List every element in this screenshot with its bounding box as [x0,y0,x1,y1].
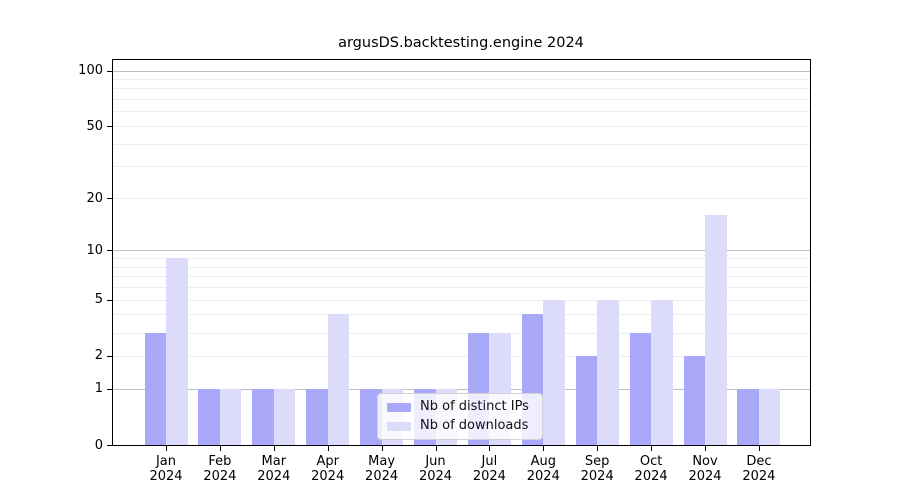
gridline-y-6 [113,287,810,289]
bar-aug-downloads [543,299,565,445]
bar-feb-distinct-ips [198,388,220,445]
bar-mar-distinct-ips [252,388,274,445]
bar-apr-downloads [327,314,350,445]
plot-area [112,59,811,446]
x-tick-may [381,446,383,451]
x-tick-jul [489,446,491,451]
x-tick-jan [166,446,167,451]
gridline-y-100 [113,70,810,72]
x-tick-label-may: May 2024 [365,454,399,484]
legend-swatch-downloads [387,421,411,431]
bar-jan-distinct-ips [144,332,166,445]
gridline-y-2 [113,355,810,357]
gridline-y-50 [113,126,810,127]
chart-title: argusDS.backtesting.engine 2024 [338,35,584,51]
x-tick-label-jul: Jul 2024 [472,454,506,484]
bar-sep-downloads [597,299,619,445]
legend-item-distinct-ips: Nb of distinct IPs [387,399,533,415]
gridline-y-4 [113,314,810,316]
bar-oct-distinct-ips [629,332,652,445]
x-tick-label-dec: Dec 2024 [742,454,776,484]
x-tick-label-apr: Apr 2024 [311,454,345,484]
legend: Nb of distinct IPs Nb of downloads [377,393,543,440]
x-tick-label-oct: Oct 2024 [634,454,668,484]
bar-oct-downloads [651,299,673,445]
bar-nov-distinct-ips [683,355,705,445]
x-tick-label-aug: Aug 2024 [526,454,560,484]
x-tick-apr [327,446,329,451]
gridline-y-5 [113,299,810,301]
gridline-y-7 [113,276,810,278]
x-tick-feb [219,446,221,451]
x-tick-oct [651,446,653,451]
gridline-y-20 [113,198,810,199]
gridline-y-60 [113,111,810,113]
y-tick-0 [107,445,112,446]
x-tick-mar [273,446,275,451]
x-tick-jun [435,446,437,451]
gridline-y-30 [113,166,810,168]
bar-dec-distinct-ips [737,388,759,445]
y-tick-20 [107,198,112,199]
x-tick-label-nov: Nov 2024 [688,454,722,484]
x-tick-label-feb: Feb 2024 [203,454,237,484]
y-tick-10 [107,250,112,252]
bar-may-distinct-ips [360,388,382,445]
y-tick-2 [107,355,112,357]
gridline-y-90 [113,79,810,80]
y-tick-100 [107,70,112,72]
bar-jan-downloads [166,258,188,445]
gridline-y-1 [113,388,810,390]
y-tick-label-5: 5 [94,292,103,308]
legend-swatch-distinct-ips [387,402,411,412]
bars-layer [113,60,810,445]
gridline-y-40 [113,143,810,145]
x-tick-label-jan: Jan 2024 [149,454,183,484]
y-tick-label-20: 20 [86,190,103,206]
x-tick-sep [597,446,599,451]
bar-dec-downloads [758,388,781,445]
y-tick-1 [107,388,112,390]
y-tick-label-10: 10 [86,242,103,258]
gridline-y-3 [113,332,810,334]
bar-nov-downloads [705,215,727,445]
gridline-y-8 [113,266,810,268]
legend-item-downloads: Nb of downloads [387,418,533,434]
y-tick-label-1: 1 [94,381,103,397]
gridline-y-70 [113,99,810,101]
bar-sep-distinct-ips [575,355,598,445]
y-tick-label-100: 100 [78,63,103,78]
gridlines-layer [113,60,810,445]
bar-mar-downloads [273,388,296,445]
x-tick-label-jun: Jun 2024 [418,454,453,484]
gridline-y-80 [113,88,810,90]
y-tick-label-2: 2 [94,348,103,364]
x-tick-label-mar: Mar 2024 [257,454,291,484]
legend-label-downloads: Nb of downloads [420,418,529,433]
x-tick-label-sep: Sep 2024 [580,454,614,484]
x-tick-aug [543,446,545,451]
legend-label-distinct-ips: Nb of distinct IPs [420,399,529,414]
y-tick-5 [107,299,112,301]
gridline-y-10 [113,250,810,252]
x-tick-nov [705,446,706,451]
y-tick-50 [107,126,112,127]
bar-feb-downloads [219,388,242,445]
y-tick-label-0: 0 [94,437,103,453]
y-tick-label-50: 50 [86,118,103,134]
x-tick-dec [758,446,760,451]
bar-apr-distinct-ips [306,388,328,445]
gridline-y-9 [113,258,810,260]
